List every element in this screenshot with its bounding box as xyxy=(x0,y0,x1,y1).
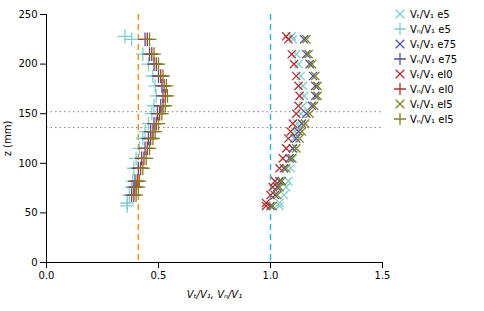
html-text:Vₙ/V₁ eI0: Vₙ/V₁ eI0 xyxy=(410,83,454,95)
html-text:Vₜ/V₁ e5: Vₜ/V₁ e5 xyxy=(410,8,450,20)
svg-text:100: 100 xyxy=(18,158,37,169)
svg-text:1.0: 1.0 xyxy=(263,270,279,281)
svg-text:0.5: 0.5 xyxy=(151,270,167,281)
svg-text:200: 200 xyxy=(18,58,37,69)
svg-text:250: 250 xyxy=(18,9,37,20)
svg-text:0.0: 0.0 xyxy=(39,270,55,281)
html-text:Vₜ/V₁ eI0: Vₜ/V₁ eI0 xyxy=(410,68,453,80)
html-text:Vₜ/V₁ e75: Vₜ/V₁ e75 xyxy=(410,38,457,50)
svg-text:1.5: 1.5 xyxy=(375,270,391,281)
html-text:Vₙ/V₁ e75: Vₙ/V₁ e75 xyxy=(410,53,458,65)
svg-text:Vₜ/V₁, Vₙ/V₁: Vₜ/V₁, Vₙ/V₁ xyxy=(187,289,242,300)
html-text:Vₙ/V₁ e5: Vₙ/V₁ e5 xyxy=(410,23,451,35)
svg-text:0: 0 xyxy=(31,257,37,268)
svg-text:150: 150 xyxy=(18,108,37,119)
html-text:Vₜ/V₁ eI5: Vₜ/V₁ eI5 xyxy=(410,98,453,110)
html-text:Vₙ/V₁ eI5: Vₙ/V₁ eI5 xyxy=(410,113,454,125)
svg-text:z (mm): z (mm) xyxy=(2,121,13,157)
svg-text:50: 50 xyxy=(25,207,38,218)
